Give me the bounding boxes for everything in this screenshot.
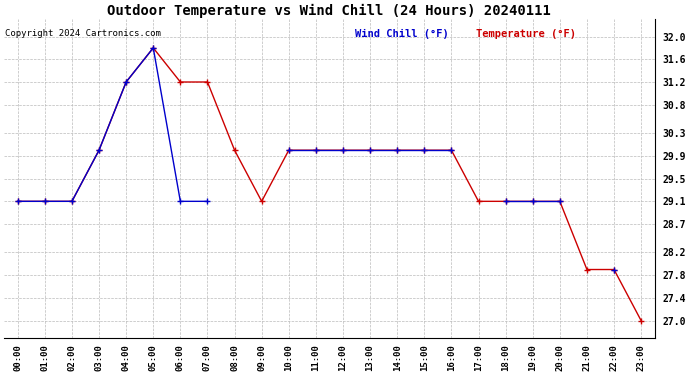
Text: Temperature (°F): Temperature (°F) [476,29,575,39]
Title: Outdoor Temperature vs Wind Chill (24 Hours) 20240111: Outdoor Temperature vs Wind Chill (24 Ho… [108,4,551,18]
Text: Wind Chill (°F): Wind Chill (°F) [355,29,462,39]
Text: Copyright 2024 Cartronics.com: Copyright 2024 Cartronics.com [6,29,161,38]
